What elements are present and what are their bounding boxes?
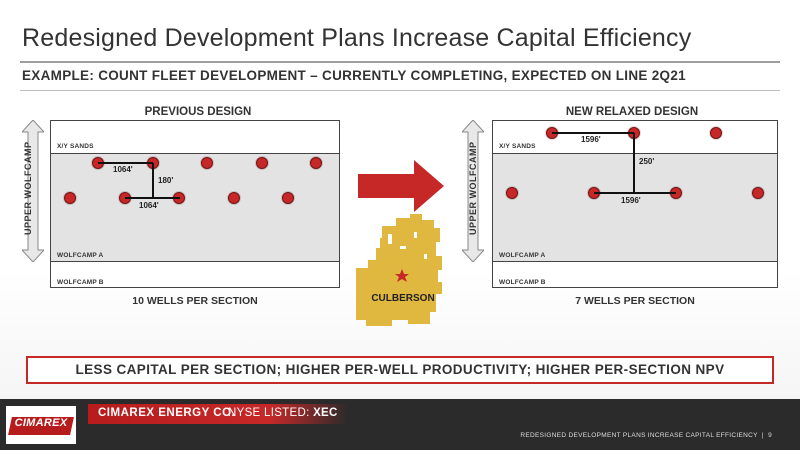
double-arrow-icon [22, 120, 44, 262]
well-marker [752, 187, 764, 199]
upper-spacing-label: 1064' [113, 165, 133, 174]
vertical-spacing-label: 180' [158, 176, 174, 185]
page-subtitle: EXAMPLE: COUNT FLEET DEVELOPMENT – CURRE… [22, 68, 686, 83]
vertical-spacing-line [152, 163, 154, 198]
vertical-spacing-line [633, 133, 635, 193]
logo-text: CIMAREX [14, 417, 68, 429]
layer-label-bottom: WOLFCAMP B [57, 279, 104, 286]
previous-zone-label: UPPER WOLFCAMP [23, 141, 33, 236]
previous-design-panel: X/Y SANDS WOLFCAMP A WOLFCAMP B 1064' 18… [50, 120, 340, 288]
lower-spacing-label: 1596' [621, 196, 641, 205]
well-marker [64, 192, 76, 204]
new-design-caption: 7 WELLS PER SECTION [575, 295, 695, 307]
well-marker [310, 157, 322, 169]
footer-slide-title: REDESIGNED DEVELOPMENT PLANS INCREASE CA… [520, 432, 758, 439]
page-number: 9 [768, 432, 772, 439]
spacing-line [594, 192, 676, 194]
well-marker [506, 187, 518, 199]
wolfcamp-band [493, 153, 777, 262]
layer-label-middle: WOLFCAMP A [499, 252, 546, 259]
footer-nyse-label: NYSE LISTED: [228, 407, 310, 419]
footer-separator: | [759, 432, 769, 439]
footer-accent-stripe [88, 404, 348, 424]
well-marker [256, 157, 268, 169]
new-design-panel: X/Y SANDS WOLFCAMP A WOLFCAMP B 1596' 25… [492, 120, 778, 288]
wolfcamp-band [51, 153, 339, 262]
cimarex-logo: CIMAREX [6, 406, 76, 444]
right-arrow-icon [358, 160, 444, 212]
page-title: Redesigned Development Plans Increase Ca… [22, 24, 692, 52]
summary-banner: LESS CAPITAL PER SECTION; HIGHER PER-WEL… [26, 356, 774, 384]
vertical-spacing-label: 250' [639, 157, 655, 166]
well-marker [710, 127, 722, 139]
culberson-county-map [356, 214, 442, 326]
spacing-line [552, 132, 634, 134]
layer-label-bottom: WOLFCAMP B [499, 279, 546, 286]
well-marker [282, 192, 294, 204]
footer-ticker: XEC [313, 407, 338, 419]
spacing-line [125, 197, 180, 199]
new-design-title: NEW RELAXED DESIGN [565, 106, 699, 118]
spacing-line [98, 162, 153, 164]
title-divider [20, 61, 780, 63]
layer-label-top: X/Y SANDS [57, 143, 94, 150]
previous-design-title: PREVIOUS DESIGN [144, 106, 252, 118]
footer-company-name: CIMAREX ENERGY CO. [98, 407, 236, 419]
footer-listing: NYSE LISTED: XEC [228, 407, 338, 419]
footer-slide-label: REDESIGNED DEVELOPMENT PLANS INCREASE CA… [520, 432, 772, 439]
double-arrow-icon [462, 120, 484, 262]
upper-spacing-label: 1596' [581, 135, 601, 144]
new-zone-label: UPPER WOLFCAMP [468, 141, 478, 236]
subtitle-divider [20, 90, 780, 91]
culberson-label: CULBERSON [371, 293, 435, 304]
lower-spacing-label: 1064' [139, 201, 159, 210]
layer-label-top: X/Y SANDS [499, 143, 536, 150]
well-marker [228, 192, 240, 204]
layer-label-middle: WOLFCAMP A [57, 252, 104, 259]
well-marker [201, 157, 213, 169]
previous-design-caption: 10 WELLS PER SECTION [132, 295, 258, 307]
